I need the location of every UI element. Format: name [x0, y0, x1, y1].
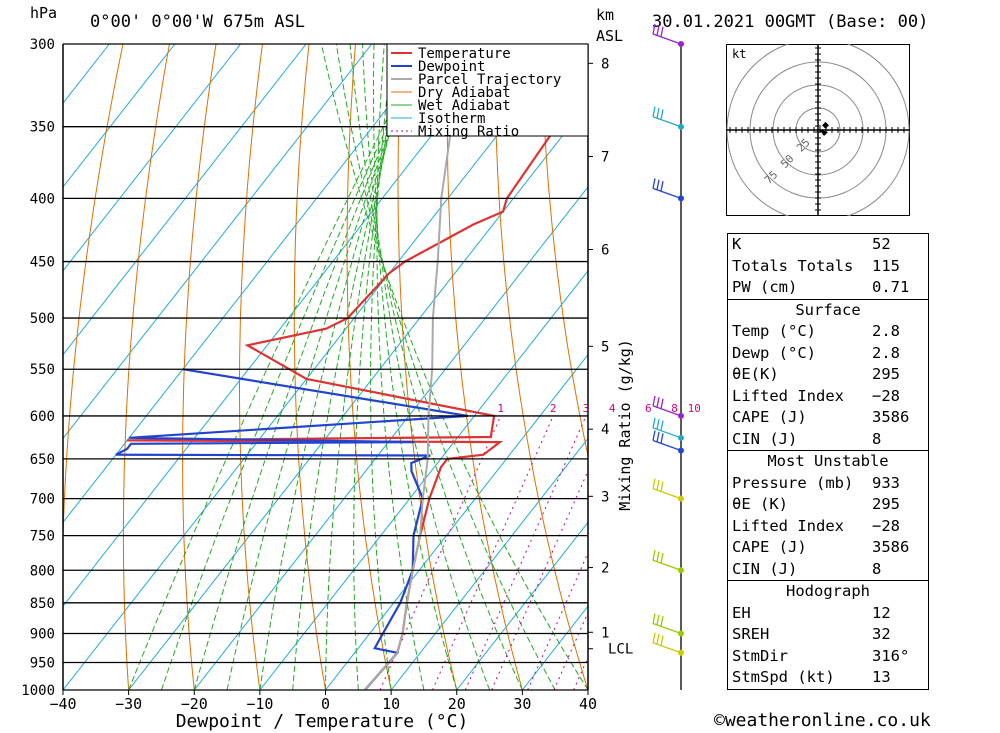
index-row-totals: Totals Totals 115 — [732, 256, 900, 275]
mu-row-cape: CAPE (J) 3586 — [732, 538, 910, 556]
x-tick-label: 40 — [579, 695, 597, 713]
legend-dewpoint: Dewpoint — [418, 59, 485, 75]
height-km-tick-label: 5 — [601, 339, 609, 355]
mixing-ratio-tick-label: 6 — [645, 402, 652, 415]
pressure-tick-label: 500 — [30, 311, 55, 327]
pressure-tick-label: 550 — [30, 362, 55, 378]
most-unstable-section-title: Most Unstable — [767, 452, 889, 470]
pressure-tick-label: 750 — [30, 529, 55, 545]
x-tick-label: −20 — [181, 695, 208, 713]
height-km-tick-label: LCL — [608, 642, 633, 658]
mixing-ratio-tick-label: 3 — [583, 402, 590, 415]
series-dewpoint — [115, 368, 469, 690]
datetime-label: 30.01.2021 00GMT (Base: 00) — [652, 12, 929, 32]
height-km-tick-label: 2 — [601, 561, 609, 577]
pressure-tick-label: 900 — [30, 626, 55, 642]
hodo-row-stmdir: StmDir 316° — [732, 646, 910, 665]
copyright-link[interactable]: ©weatheronline.co.uk — [714, 710, 931, 731]
mixing-ratio-tick-label: 10 — [688, 402, 700, 415]
skew-t-chart: 1234681016202530035040045050055060065070… — [21, 23, 700, 732]
wind-barb — [652, 478, 684, 502]
location-label: 0°00' 0°00'W 675m ASL — [90, 12, 305, 32]
x-tick-label: 10 — [382, 695, 400, 713]
hpa-unit-label: hPa — [30, 4, 58, 22]
surface-row-lifted-index: Lifted Index −28 — [732, 386, 900, 405]
pressure-tick-label: 300 — [30, 37, 55, 53]
height-km-tick-label: 1 — [601, 625, 609, 641]
mu-row-pressure: Pressure (mb) 933 — [732, 473, 900, 492]
mixing-ratio-tick-label: 1 — [497, 402, 504, 415]
mu-row-theta-e: θE (K) 295 — [732, 495, 900, 513]
pressure-tick-label: 350 — [30, 120, 55, 136]
index-row-pw: PW (cm) 0.71 — [732, 278, 910, 296]
hodo-row-eh: EH 12 — [732, 603, 891, 622]
legend-isotherm: Isotherm — [418, 111, 485, 127]
height-km-tick-label: 7 — [601, 150, 609, 166]
hodo-row-sreh: SREH 32 — [732, 625, 891, 643]
height-km-tick-label: 6 — [601, 242, 609, 258]
hodo-row-stmspd: StmSpd (kt) 13 — [732, 668, 891, 686]
pressure-tick-label: 400 — [30, 191, 55, 207]
index-row-k: K 52 — [732, 235, 891, 253]
storm-motion-marker — [819, 129, 828, 136]
wind-barb — [652, 430, 684, 454]
hodograph-unit-label: kt — [732, 47, 746, 61]
x-tick-label: 0 — [321, 695, 330, 713]
hodograph-section-title: Hodograph — [786, 582, 870, 600]
x-tick-label: −10 — [246, 695, 273, 713]
wind-barb — [652, 106, 684, 130]
indices-table: K 52 Totals Totals 115 PW (cm) 0.71 Surface… — [727, 233, 929, 690]
pressure-tick-label: 850 — [30, 596, 55, 612]
svg-text:⬥: ⬥ — [822, 120, 829, 131]
surface-row-dewp: Dewp (°C) 2.8 — [732, 343, 900, 362]
surface-row-cin: CIN (J) 8 — [732, 429, 882, 448]
height-km-tick-label: 3 — [601, 489, 609, 505]
pressure-tick-label: 700 — [30, 492, 55, 508]
x-tick-label: −40 — [49, 695, 76, 713]
x-tick-label: 30 — [513, 695, 531, 713]
pressure-tick-label: 1000 — [21, 683, 55, 699]
wind-barb — [652, 613, 684, 637]
legend-dry-adiabat: Dry Adiabat — [418, 85, 511, 101]
height-km-tick-label: 4 — [601, 422, 609, 438]
pressure-tick-label: 450 — [30, 255, 55, 271]
surface-row-cape: CAPE (J) 3586 — [732, 408, 910, 426]
legend-mixing-ratio: Mixing Ratio — [418, 124, 519, 140]
x-axis-label: Dewpoint / Temperature (°C) — [176, 711, 469, 732]
pressure-tick-label: 600 — [30, 409, 55, 425]
mixing-ratio-tick-label: 2 — [550, 402, 557, 415]
wind-barb — [652, 417, 684, 441]
asl-unit-label: ASL — [596, 27, 624, 45]
pressure-tick-label: 650 — [30, 452, 55, 468]
surface-section-title: Surface — [795, 300, 861, 319]
height-km-tick-label: 8 — [601, 56, 609, 72]
surface-row-temp: Temp (°C) 2.8 — [732, 322, 900, 340]
x-tick-label: −30 — [115, 695, 142, 713]
pressure-tick-label: 800 — [30, 563, 55, 579]
wind-barb — [652, 23, 684, 47]
wind-barb — [652, 395, 684, 419]
legend-temperature: Temperature — [418, 46, 511, 62]
pressure-tick-label: 950 — [30, 655, 55, 671]
mu-row-cin: CIN (J) 8 — [732, 559, 882, 578]
legend-parcel-trajectory: Parcel Trajectory — [418, 72, 561, 88]
wind-barb — [652, 178, 684, 202]
x-tick-label: 20 — [448, 695, 466, 713]
km-unit-label: km — [596, 6, 615, 24]
wind-barb — [652, 632, 684, 656]
mixing-ratio-axis-label: Mixing Ratio (g/kg) — [616, 339, 634, 511]
mixing-ratio-tick-label: 8 — [671, 402, 678, 415]
chart-legend: Temperature Dewpoint Parcel Trajectory D… — [386, 43, 589, 140]
legend-wet-adiabat: Wet Adiabat — [418, 98, 511, 114]
mu-row-lifted-index: Lifted Index −28 — [732, 516, 900, 535]
surface-row-theta-e: θE(K) 295 — [732, 365, 900, 383]
mixing-ratio-tick-label: 4 — [609, 402, 616, 415]
wind-barb — [652, 550, 684, 574]
